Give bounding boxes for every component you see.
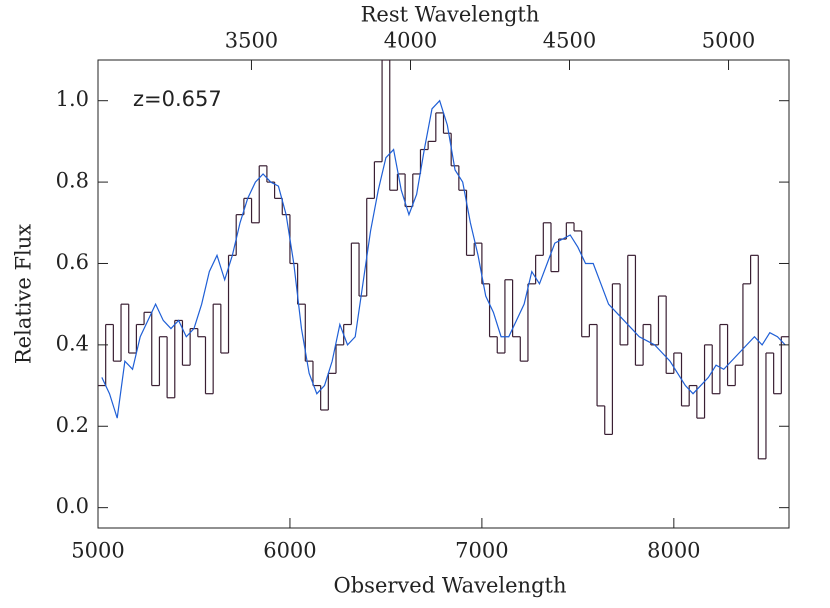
annotation: z=0.657 xyxy=(133,87,222,111)
x2-axis-label: Rest Wavelength xyxy=(361,3,540,27)
x2-tick-label: 5000 xyxy=(702,29,755,53)
x-tick-label: 5000 xyxy=(71,539,124,563)
x2-tick-label: 3500 xyxy=(225,29,278,53)
y-tick-label: 0.2 xyxy=(56,413,89,437)
y-axis-label: Relative Flux xyxy=(12,224,36,364)
y-tick-label: 0.6 xyxy=(56,250,89,274)
x-tick-label: 6000 xyxy=(263,539,316,563)
y-tick-label: 0.8 xyxy=(56,169,89,193)
x2-tick-label: 4000 xyxy=(384,29,437,53)
y-tick-label: 0.4 xyxy=(56,331,89,355)
x2-tick-label: 4500 xyxy=(543,29,596,53)
y-tick-label: 1.0 xyxy=(56,87,89,111)
plot-area xyxy=(98,60,789,460)
model-line xyxy=(101,99,786,419)
x-tick-label: 7000 xyxy=(455,539,508,563)
x-axis-label: Observed Wavelength xyxy=(334,574,567,598)
plot-frame xyxy=(97,59,790,529)
x-tick-label: 8000 xyxy=(647,539,700,563)
y-tick-label: 0.0 xyxy=(56,494,89,518)
